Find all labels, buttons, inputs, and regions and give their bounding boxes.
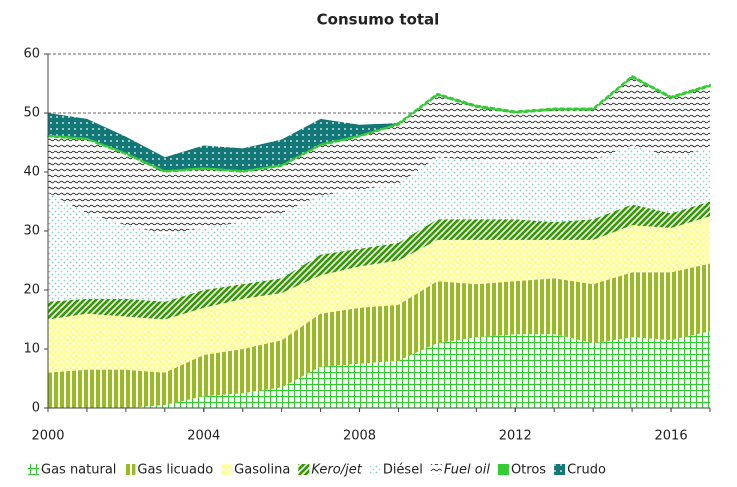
y-tick-label: 30 [23, 224, 40, 239]
legend-swatch [554, 464, 566, 475]
y-tick-label: 40 [23, 165, 40, 180]
area [48, 263, 710, 408]
y-tick-label: 60 [23, 47, 40, 62]
x-tick-label: 2004 [187, 429, 220, 444]
legend-swatch [298, 464, 310, 475]
y-tick-label: 50 [23, 106, 40, 121]
legend-swatch [28, 464, 39, 475]
area [48, 216, 710, 373]
legend-label: Fuel oil [444, 463, 490, 478]
x-tick-label: 2008 [343, 429, 376, 444]
y-tick-label: 20 [23, 283, 40, 298]
legend-label: Gas licuado [137, 463, 213, 478]
area [48, 77, 710, 234]
area [48, 75, 710, 171]
legend-label: Gasolina [234, 463, 290, 478]
chart-title: Consumo total [317, 11, 440, 29]
area [48, 145, 710, 302]
x-tick-label: 2000 [31, 429, 64, 444]
legend-swatch [369, 464, 381, 475]
legend-label: Kero/jet [311, 463, 362, 478]
y-tick-label: 0 [32, 401, 40, 416]
legend-swatch [497, 464, 509, 475]
legend-label: Gas natural [41, 463, 116, 478]
area [48, 331, 710, 408]
legend-label: Crudo [567, 463, 606, 478]
legend-label: Diésel [383, 463, 423, 478]
legend-swatch [124, 464, 136, 475]
legend-label: Otros [511, 463, 546, 478]
x-tick-label: 2016 [655, 429, 688, 444]
area [48, 201, 710, 320]
y-tick-label: 10 [23, 342, 40, 357]
legend-swatch [430, 464, 442, 475]
x-tick-label: 2012 [499, 429, 532, 444]
legend-swatch [221, 464, 233, 475]
